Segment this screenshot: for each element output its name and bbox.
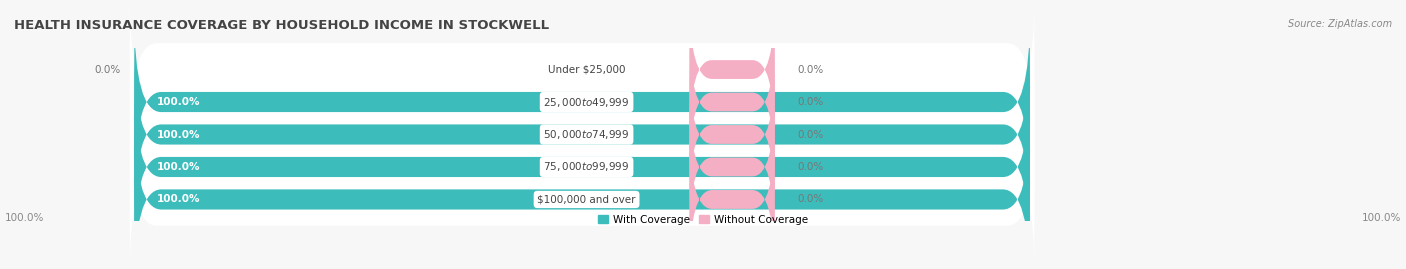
Text: HEALTH INSURANCE COVERAGE BY HOUSEHOLD INCOME IN STOCKWELL: HEALTH INSURANCE COVERAGE BY HOUSEHOLD I… <box>14 19 550 32</box>
Text: 100.0%: 100.0% <box>156 194 200 204</box>
FancyBboxPatch shape <box>689 30 775 174</box>
Text: Source: ZipAtlas.com: Source: ZipAtlas.com <box>1288 19 1392 29</box>
Text: 0.0%: 0.0% <box>94 65 121 75</box>
FancyBboxPatch shape <box>129 63 1035 206</box>
FancyBboxPatch shape <box>689 63 775 206</box>
FancyBboxPatch shape <box>135 112 1029 269</box>
Text: $25,000 to $49,999: $25,000 to $49,999 <box>544 95 630 108</box>
Text: 100.0%: 100.0% <box>156 129 200 140</box>
FancyBboxPatch shape <box>129 128 1035 269</box>
FancyBboxPatch shape <box>135 47 1029 222</box>
FancyBboxPatch shape <box>689 0 775 141</box>
FancyBboxPatch shape <box>129 31 1035 173</box>
FancyBboxPatch shape <box>689 128 775 269</box>
Text: 0.0%: 0.0% <box>797 65 824 75</box>
FancyBboxPatch shape <box>129 0 1035 141</box>
Text: 0.0%: 0.0% <box>797 162 824 172</box>
Text: $100,000 and over: $100,000 and over <box>537 194 636 204</box>
Legend: With Coverage, Without Coverage: With Coverage, Without Coverage <box>593 211 813 229</box>
Text: 100.0%: 100.0% <box>156 162 200 172</box>
Text: $75,000 to $99,999: $75,000 to $99,999 <box>544 161 630 174</box>
FancyBboxPatch shape <box>135 15 1029 189</box>
FancyBboxPatch shape <box>689 95 775 239</box>
Text: 0.0%: 0.0% <box>797 97 824 107</box>
Text: 100.0%: 100.0% <box>1362 213 1402 223</box>
FancyBboxPatch shape <box>135 80 1029 254</box>
Text: $50,000 to $74,999: $50,000 to $74,999 <box>544 128 630 141</box>
Text: 0.0%: 0.0% <box>797 194 824 204</box>
Text: 100.0%: 100.0% <box>4 213 44 223</box>
Text: Under $25,000: Under $25,000 <box>548 65 626 75</box>
Text: 0.0%: 0.0% <box>797 129 824 140</box>
FancyBboxPatch shape <box>129 96 1035 238</box>
Text: 100.0%: 100.0% <box>156 97 200 107</box>
